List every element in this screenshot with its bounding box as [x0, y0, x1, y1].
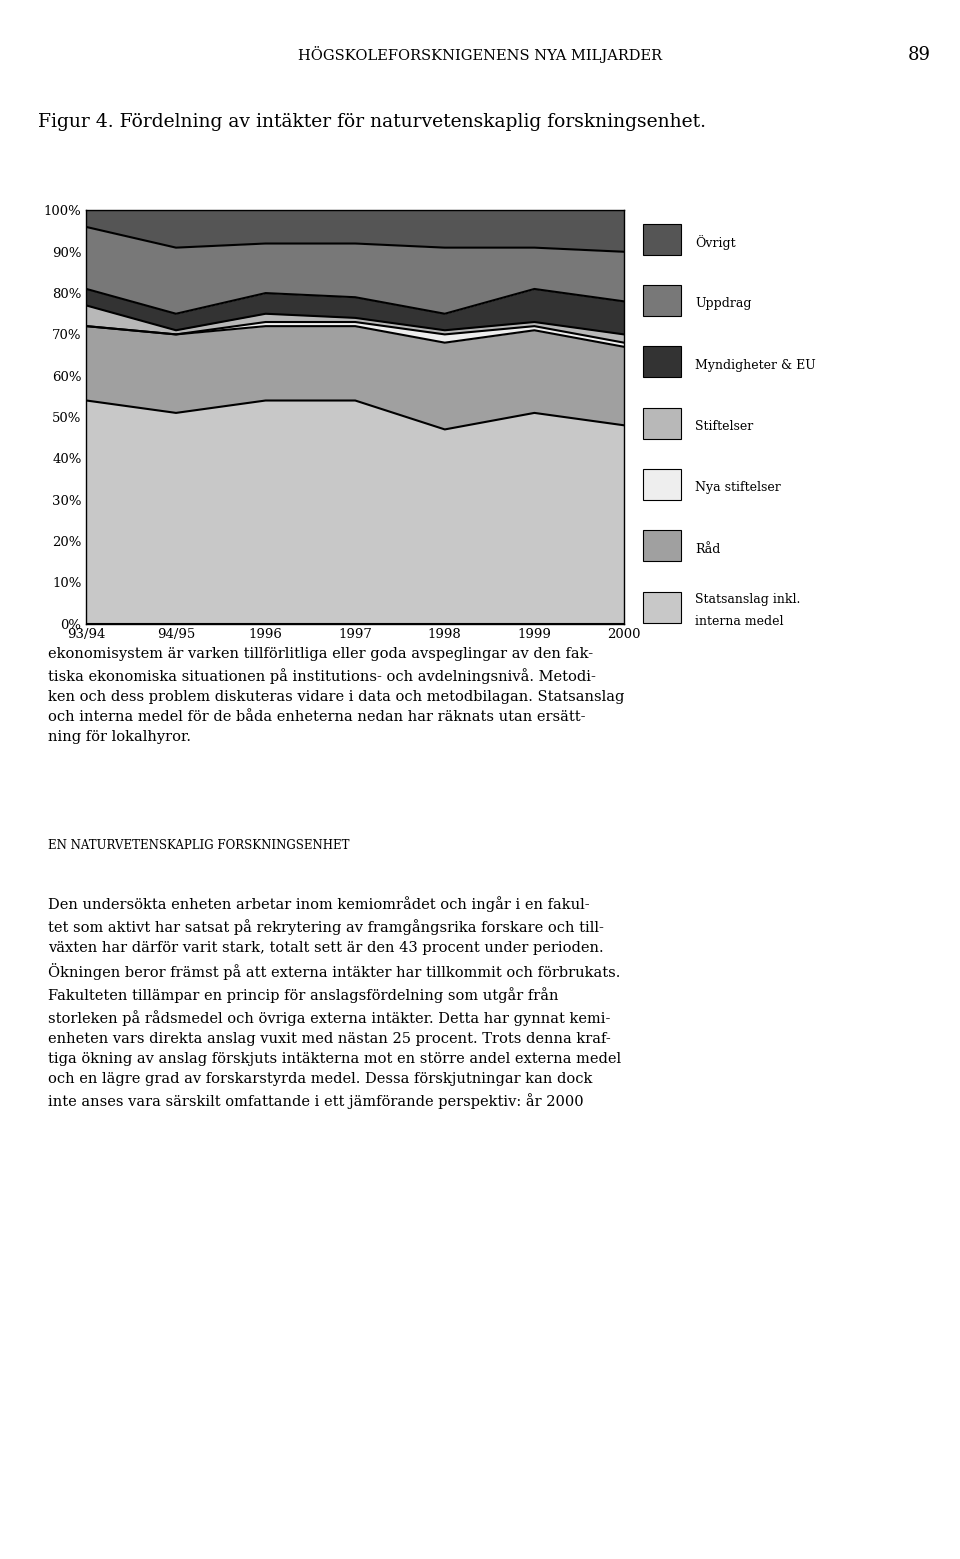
- Text: 89: 89: [908, 45, 931, 64]
- Bar: [643, 408, 681, 438]
- Bar: [643, 591, 681, 622]
- Text: Råd: Råd: [695, 543, 720, 555]
- Text: Nya stiftelser: Nya stiftelser: [695, 482, 780, 494]
- Text: Figur 4. Fördelning av intäkter för naturvetenskaplig forskningsenhet.: Figur 4. Fördelning av intäkter för natu…: [38, 114, 707, 131]
- Text: EN NATURVETENSKAPLIG FORSKNINGSENHET: EN NATURVETENSKAPLIG FORSKNINGSENHET: [48, 839, 349, 851]
- Text: Myndigheter & EU: Myndigheter & EU: [695, 359, 816, 371]
- Text: Uppdrag: Uppdrag: [695, 298, 752, 310]
- Text: Den undersökta enheten arbetar inom kemiområdet och ingår i en fakul-
tet som ak: Den undersökta enheten arbetar inom kemi…: [48, 896, 621, 1108]
- Text: Övrigt: Övrigt: [695, 235, 735, 249]
- Text: interna medel: interna medel: [695, 616, 783, 628]
- Bar: [643, 469, 681, 500]
- Text: Statsanslag inkl.: Statsanslag inkl.: [695, 592, 801, 606]
- Bar: [643, 285, 681, 316]
- Bar: [643, 224, 681, 254]
- Bar: [643, 346, 681, 377]
- Text: ekonomisystem är varken tillförlitliga eller goda avspeglingar av den fak-
tiska: ekonomisystem är varken tillförlitliga e…: [48, 647, 624, 744]
- Text: Stiftelser: Stiftelser: [695, 419, 754, 433]
- Text: HÖGSKOLEFORSKNIGENENS NYA MILJARDER: HÖGSKOLEFORSKNIGENENS NYA MILJARDER: [298, 45, 662, 62]
- Bar: [643, 530, 681, 561]
